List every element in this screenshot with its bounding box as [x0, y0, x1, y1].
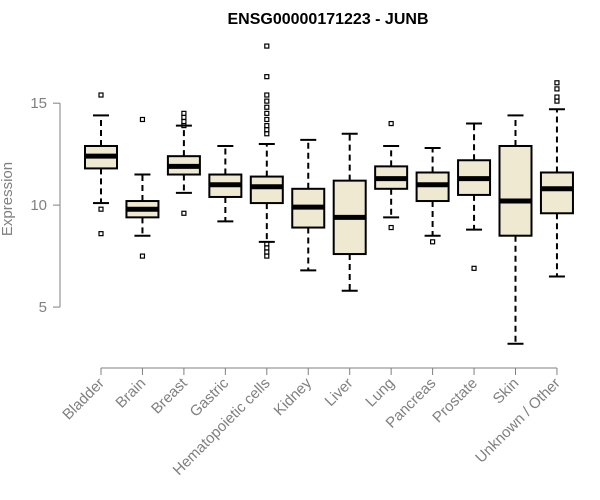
x-tick-label: Prostate	[429, 375, 481, 427]
outlier-point	[388, 120, 394, 127]
box-series	[84, 43, 574, 345]
y-tick-label: 5	[39, 299, 47, 316]
iqr-box	[498, 144, 533, 237]
outlier-point	[264, 249, 270, 255]
outlier-point	[264, 122, 270, 129]
box-hematopoietic-cells	[249, 43, 284, 259]
outlier-point	[98, 206, 104, 212]
outlier-point	[98, 92, 104, 98]
outlier-point	[264, 92, 270, 98]
outlier-point	[139, 253, 146, 259]
box-unknown-other	[539, 80, 574, 278]
box-prostate	[457, 122, 492, 271]
x-tick-label: Lung	[362, 375, 398, 411]
x-tick-label: Brain	[112, 375, 149, 412]
outlier-point	[430, 239, 436, 245]
outlier-point	[264, 245, 270, 251]
box-skin	[498, 114, 533, 345]
outlier-point	[264, 98, 270, 104]
outlier-point	[98, 231, 104, 237]
outlier-point	[554, 86, 560, 92]
outlier-point	[181, 122, 187, 129]
box-breast	[166, 110, 201, 216]
outlier-point	[181, 118, 187, 125]
x-tick-label: Kidney	[271, 374, 316, 419]
box-gastric	[208, 144, 243, 223]
outlier-point	[554, 94, 560, 100]
outlier-point	[264, 253, 270, 259]
x-tick-label: Skin	[490, 375, 523, 408]
box-brain	[125, 116, 160, 259]
x-tick-label: Liver	[322, 375, 357, 410]
outlier-point	[264, 104, 270, 110]
x-tick-label: Breast	[148, 374, 191, 417]
outlier-point	[264, 116, 270, 123]
outlier-point	[554, 80, 560, 86]
chart-title: ENSG00000171223 - JUNB	[227, 11, 428, 28]
y-axis: 5 10 15	[30, 95, 61, 316]
outlier-point	[471, 265, 477, 271]
box-kidney	[291, 138, 326, 272]
x-tick-label: Bladder	[59, 375, 108, 424]
iqr-box	[249, 175, 284, 205]
outlier-point	[554, 98, 560, 104]
outlier-point	[264, 43, 270, 49]
outlier-point	[181, 210, 187, 216]
outlier-point	[139, 116, 146, 123]
outlier-point	[181, 110, 187, 116]
box-bladder	[84, 92, 118, 237]
y-axis-label: Expression	[0, 162, 16, 236]
iqr-box	[539, 171, 574, 215]
outlier-point	[264, 74, 270, 80]
y-tick-label: 10	[30, 197, 47, 214]
outlier-point	[181, 114, 187, 121]
box-lung	[374, 120, 409, 231]
box-liver	[332, 132, 367, 292]
box-pancreas	[415, 147, 450, 245]
outlier-point	[264, 131, 270, 137]
y-tick-label: 15	[30, 95, 47, 112]
outlier-point	[264, 110, 270, 116]
outlier-point	[264, 127, 270, 133]
outlier-point	[388, 224, 394, 231]
